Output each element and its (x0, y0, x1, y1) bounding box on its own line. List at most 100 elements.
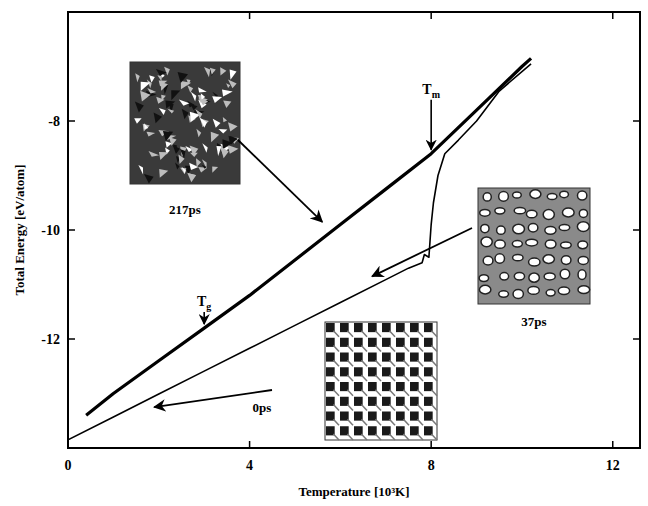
inset-pore (545, 240, 556, 248)
inset-tetrahedron (220, 67, 226, 75)
annotation: Tm (422, 82, 440, 100)
inset-atom (382, 382, 391, 391)
inset-pore (497, 226, 506, 234)
inset-tetrahedron (222, 90, 233, 97)
inset-label: 0ps (253, 400, 272, 415)
inset-bond (375, 419, 381, 425)
inset-tetrahedron (138, 165, 143, 175)
inset-tetrahedron (202, 143, 207, 152)
inset-atom (410, 397, 419, 406)
inset-pore (480, 209, 490, 216)
inset-atom (368, 323, 377, 332)
inset-tetrahedron (147, 88, 156, 94)
inset-atom (396, 397, 405, 406)
inset-atom (382, 323, 391, 332)
inset-tetrahedron (168, 109, 175, 114)
inset-atom (368, 382, 377, 391)
inset-tetrahedron (135, 101, 144, 112)
inset-pore (579, 209, 587, 217)
inset-atom (424, 323, 433, 332)
inset-tetrahedron (187, 173, 196, 183)
inset-tetrahedron (148, 151, 159, 157)
inset-atom (368, 353, 377, 362)
inset-bond (389, 375, 395, 381)
inset-tetrahedron (186, 79, 190, 84)
inset-tetrahedron (141, 82, 151, 91)
inset-atom (396, 338, 405, 347)
inset-bond (375, 346, 381, 352)
inset-bond (389, 405, 395, 411)
inset-bond (347, 390, 353, 396)
inset-atom (368, 397, 377, 406)
inset-tetrahedron (134, 118, 141, 124)
inset-tetrahedron (201, 93, 205, 99)
inset-atom (382, 338, 391, 347)
y-tick (68, 229, 75, 231)
inset-bond (333, 360, 339, 366)
inset-pore (513, 290, 523, 299)
annotation-arrow (430, 100, 432, 150)
y-tick-label: -10 (41, 223, 60, 238)
inset-atom (410, 367, 419, 376)
inset-pore (578, 257, 588, 265)
inset-atom (424, 367, 433, 376)
inset-atom (368, 426, 377, 435)
inset-bond (361, 360, 367, 366)
inset-bond (361, 405, 367, 411)
inset-tetrahedron (228, 145, 239, 154)
inset-tetrahedron (156, 97, 164, 104)
inset-tetrahedron (182, 109, 189, 119)
inset-tetrahedron (187, 101, 194, 108)
inset-pore (543, 255, 554, 264)
inset-bond (361, 390, 367, 396)
inset-bond (417, 405, 423, 411)
inset-pore (529, 258, 540, 266)
inset-bond (347, 434, 353, 440)
x-tick-top (430, 12, 432, 19)
inset-atom (354, 367, 363, 376)
inset-pore (514, 208, 525, 214)
x-tick-top (612, 12, 614, 19)
inset-atom (326, 382, 335, 391)
inset-bond (375, 360, 381, 366)
inset-tetrahedron (223, 117, 227, 122)
inset-bond (403, 390, 409, 396)
inset-bond (431, 375, 437, 381)
inset-bond (417, 331, 423, 337)
inset-tetrahedron (179, 99, 190, 105)
inset-pore (543, 210, 554, 220)
inset-atom (326, 323, 335, 332)
inset-pore (560, 191, 569, 197)
inset-pore (513, 224, 525, 234)
inset-pore (513, 192, 522, 198)
inset-pore (559, 224, 570, 230)
inset-atom (382, 426, 391, 435)
inset-pore (495, 208, 505, 214)
inset-bond (361, 346, 367, 352)
x-tick-label: 0 (65, 458, 72, 473)
inset-tetrahedron (169, 137, 176, 146)
inset-label: 37ps (521, 314, 546, 329)
inset-pore (528, 224, 538, 232)
inset-bond (417, 360, 423, 366)
inset-tetrahedron (204, 67, 210, 77)
x-tick (612, 441, 614, 448)
x-tick-label: 12 (606, 458, 620, 473)
inset-atom (326, 397, 335, 406)
inset-bond (417, 390, 423, 396)
x-tick (249, 441, 251, 448)
inset-atom (410, 426, 419, 435)
inset-pore (479, 285, 490, 294)
inset-pore (528, 286, 539, 294)
inset-tetrahedron (135, 73, 140, 82)
x-tick-label: 8 (428, 458, 435, 473)
inset-atom (424, 412, 433, 421)
inset-bond (361, 419, 367, 425)
inset-pore (529, 273, 539, 282)
y-tick (68, 338, 75, 340)
inset-atom (410, 323, 419, 332)
inset-tetrahedron (178, 72, 188, 83)
inset-tetrahedron (219, 129, 228, 134)
inset-arrow (154, 390, 272, 407)
inset-pore (513, 255, 523, 261)
